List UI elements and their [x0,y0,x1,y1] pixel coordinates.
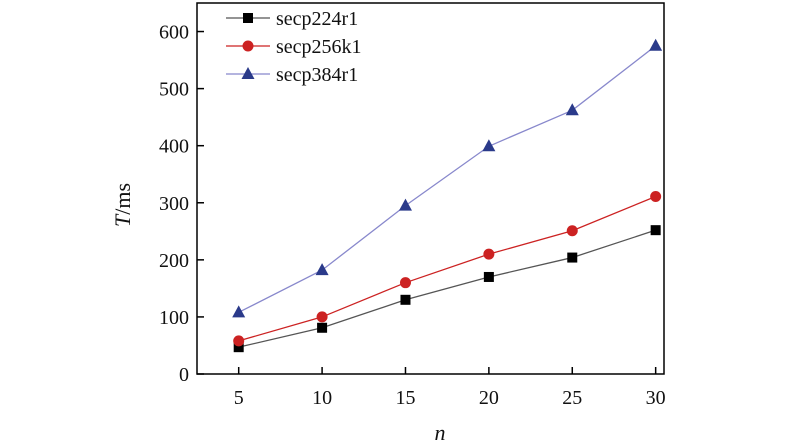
data-point [565,103,579,116]
legend-marker [242,40,254,52]
x-tick-label: 15 [395,387,415,409]
data-point [567,252,578,263]
legend-item: secp256k1 [226,36,362,58]
series-secp384r1 [232,38,663,318]
y-axis-label-symbol: T [110,213,135,227]
legend-marker [241,67,255,79]
legend: secp224r1 secp256k1 secp384r1 [226,8,362,86]
x-tick-label: 25 [562,387,582,409]
data-point [650,190,662,202]
x-tick-label: 30 [646,387,666,409]
data-point [483,248,495,260]
series-layer [232,38,663,353]
data-point [398,198,412,211]
y-tick-label: 500 [159,79,189,101]
legend-item: secp224r1 [226,8,358,30]
legend-marker [243,13,253,23]
y-tick-label: 300 [159,193,189,215]
y-tick-label: 100 [159,307,189,329]
y-tick-label: 600 [159,22,189,44]
series-secp256k1 [233,190,662,347]
legend-label: secp384r1 [276,64,358,86]
x-tick-label: 10 [312,387,332,409]
data-point [399,277,411,289]
data-point [566,225,578,237]
y-tick-label: 400 [159,136,189,158]
x-axis-label: n [435,420,446,445]
y-axis-label-unit: /ms [110,183,135,215]
plot-border [196,2,665,375]
legend-label: secp224r1 [276,8,358,30]
data-point [315,263,329,276]
plot-frame [196,2,665,375]
series-line [238,195,656,342]
x-tick-label: 20 [479,387,499,409]
y-tick-label: 200 [159,250,189,272]
data-point [317,322,328,333]
y-axis: 0 100 200 300 400 500 600 [159,22,204,386]
series-secp224r1 [233,225,661,353]
data-point [482,139,496,152]
data-point [232,305,246,318]
x-tick-label: 5 [234,387,244,409]
data-point [233,335,245,347]
data-point [483,271,494,282]
data-point [233,342,244,353]
series-line [238,45,657,313]
y-axis-label: T/ms [110,183,135,227]
series-line [238,229,656,348]
data-point [649,38,663,51]
data-point [650,225,661,236]
legend-item: secp384r1 [226,64,358,86]
x-axis: 5 10 15 20 25 30 [234,367,666,409]
y-tick-label: 0 [179,364,189,386]
data-point [316,311,328,323]
legend-label: secp256k1 [276,36,362,58]
data-point [400,294,411,305]
